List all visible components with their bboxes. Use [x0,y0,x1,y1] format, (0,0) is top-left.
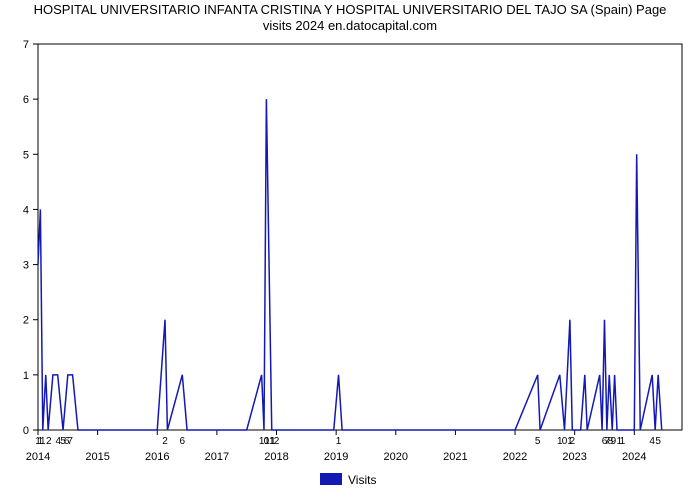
chart-title: HOSPITAL UNIVERSITARIO INFANTA CRISTINA … [0,2,700,35]
title-line-1: HOSPITAL UNIVERSITARIO INFANTA CRISTINA … [34,2,667,17]
ytick-label: 4 [23,204,29,216]
plot-frame [38,44,682,430]
data-annotation: 1 [620,436,626,447]
xtick-label: 2018 [264,451,288,463]
xtick-label: 2014 [26,451,50,463]
xtick-label: 2022 [503,451,527,463]
xtick-label: 2017 [205,451,229,463]
xtick-label: 2015 [85,451,109,463]
data-annotation: 5 [655,436,661,447]
ytick-label: 3 [23,260,29,272]
ytick-label: 6 [23,94,29,106]
ytick-label: 5 [23,149,29,161]
data-annotation: 1 [336,436,342,447]
ytick-label: 7 [23,39,29,51]
ytick-label: 2 [23,315,29,327]
data-annotation: 7 [67,436,73,447]
xtick-label: 2021 [443,451,467,463]
visits-line [38,99,662,430]
xtick-label: 2024 [622,451,646,463]
data-annotation: 2 [570,436,576,447]
xtick-label: 2023 [562,451,586,463]
xtick-label: 2016 [145,451,169,463]
data-annotation: 2 [162,436,168,447]
data-annotation: 2 [274,436,280,447]
xtick-label: 2019 [324,451,348,463]
legend-swatch [320,473,342,485]
title-line-2: visits 2024 en.datocapital.com [263,18,437,33]
legend-label: Visits [348,473,376,487]
data-annotation: 5 [535,436,541,447]
xtick-label: 2020 [384,451,408,463]
chart-svg: 0 1 2 3 4 5 6 7 2014 2015 2016 2017 2018 2019 2020 2021… [0,0,700,500]
visits-chart: HOSPITAL UNIVERSITARIO INFANTA CRISTINA … [0,0,700,500]
data-annotation: 6 [180,436,186,447]
ytick-label: 0 [23,425,29,437]
ytick-label: 1 [23,370,29,382]
data-annotation: 2 [46,436,52,447]
